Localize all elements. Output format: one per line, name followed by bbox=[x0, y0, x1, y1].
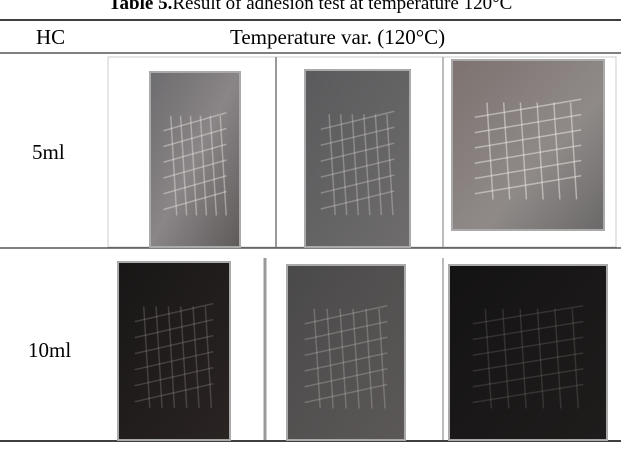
specimen-photo bbox=[287, 265, 405, 440]
row-label: 5ml bbox=[32, 140, 65, 165]
header-cell: Temperature var. (120°C) bbox=[230, 25, 445, 50]
specimen-photo bbox=[118, 262, 230, 440]
header-cell: HC bbox=[36, 25, 65, 50]
specimen-photo bbox=[452, 60, 604, 230]
specimen-photo bbox=[305, 70, 410, 247]
specimen-photo bbox=[449, 265, 607, 440]
table-graphics bbox=[0, 0, 621, 449]
page: {"table": {"caption": {"label": "Table 5… bbox=[0, 0, 621, 449]
row-label: 10ml bbox=[28, 338, 71, 363]
specimen-images bbox=[118, 60, 607, 440]
specimen-photo bbox=[150, 72, 240, 247]
